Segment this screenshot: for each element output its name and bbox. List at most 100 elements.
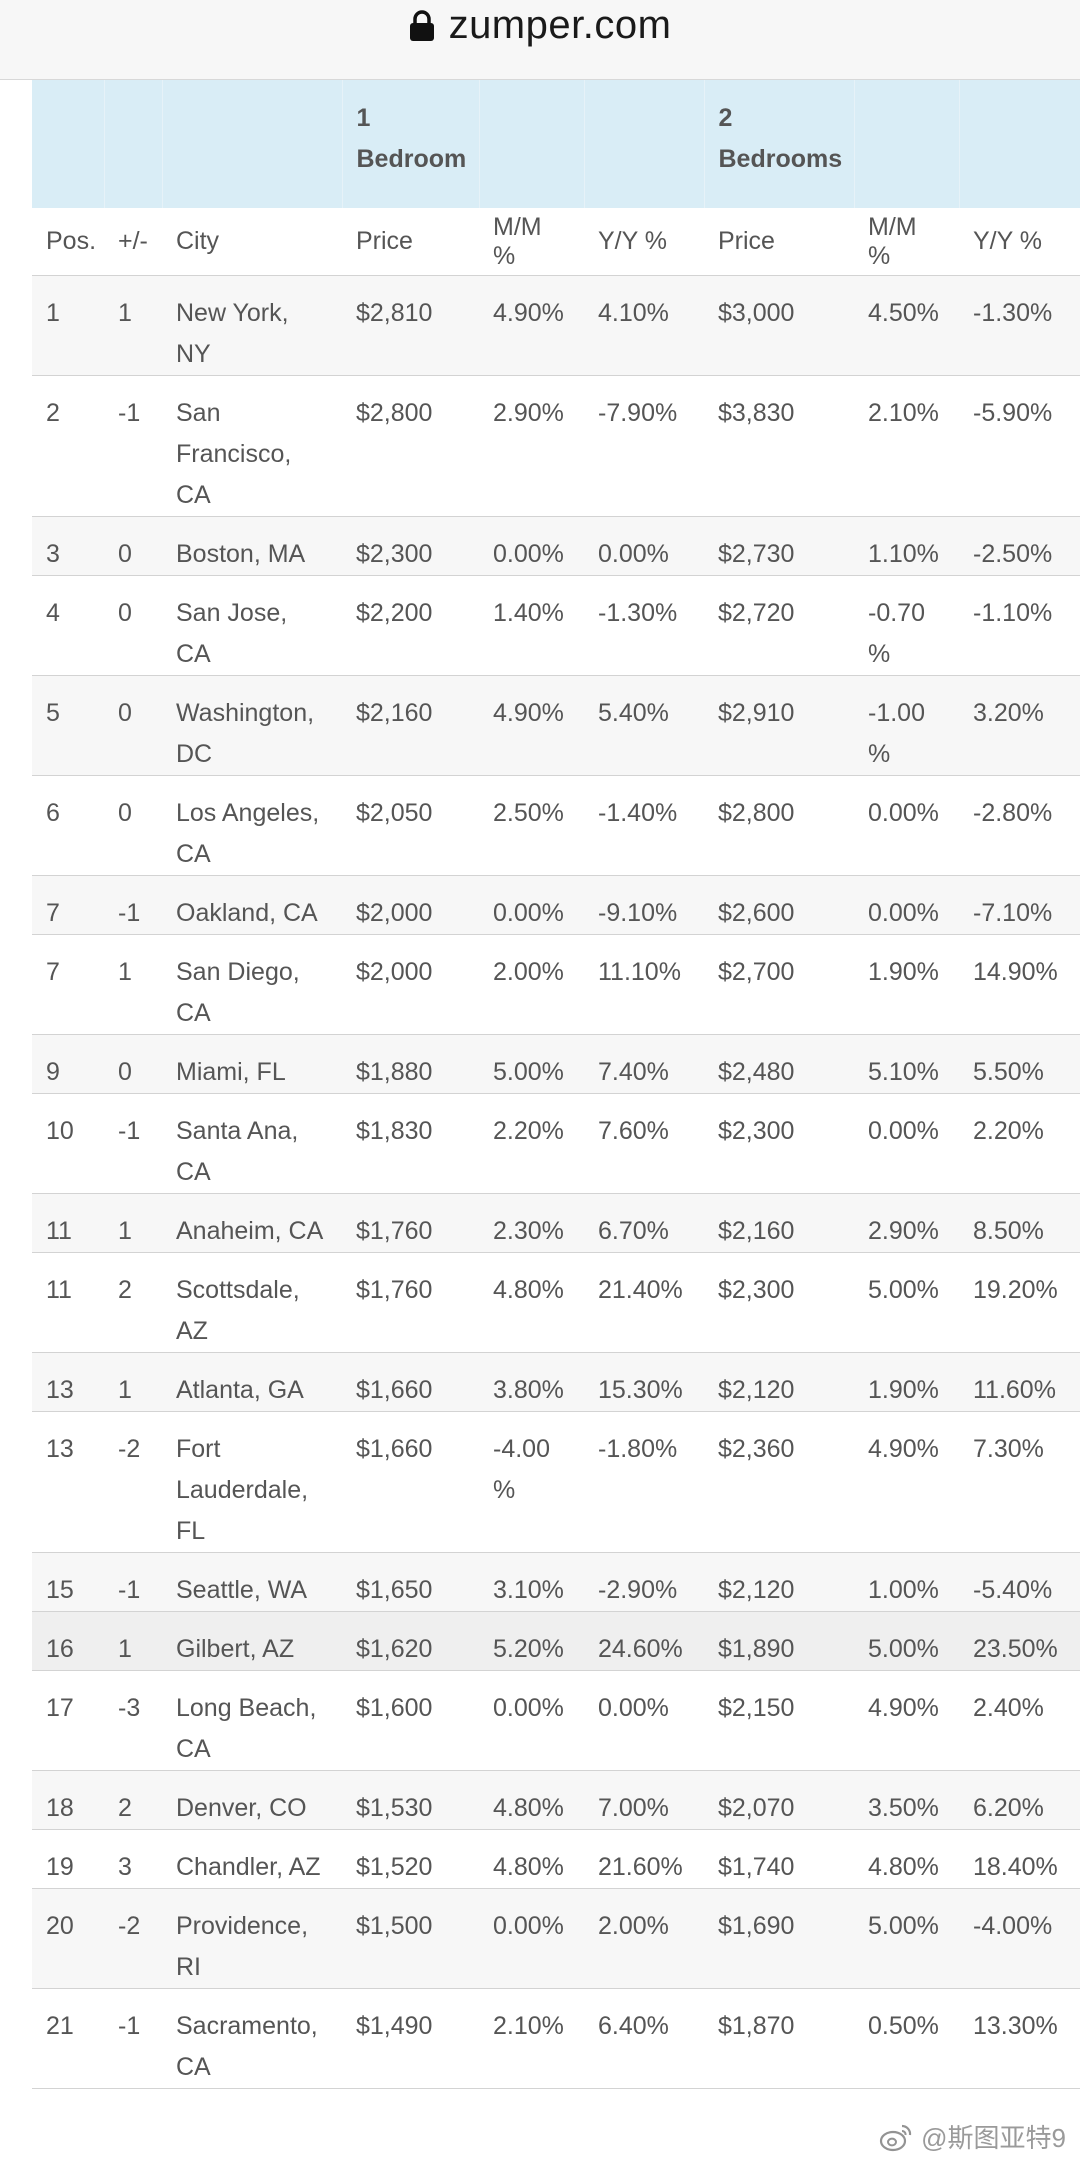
cell-yy-1br: -1.80% <box>584 1411 704 1553</box>
cell-yy-2br: 18.40% <box>959 1829 1080 1889</box>
cell-price-2br: $2,300 <box>704 1093 854 1194</box>
group-header-mm-2br <box>853 80 959 208</box>
cell-mm-2br: 0.00% <box>854 875 959 935</box>
cell-city: Denver, CO <box>162 1770 342 1830</box>
cell-pos: 7 <box>32 875 104 935</box>
cell-yy-2br: 6.20% <box>959 1770 1080 1830</box>
column-header-price-1br: Price <box>342 208 479 276</box>
group-header-row: 1 Bedroom 2 Bedrooms <box>32 80 1080 208</box>
cell-city: Fort Lauderdale, FL <box>162 1411 342 1553</box>
cell-city: Washington, DC <box>162 675 342 776</box>
cell-yy-2br: 7.30% <box>959 1411 1080 1553</box>
table-row: 11 2 Scottsdale, AZ $1,760 4.80% 21.40% $2,300… <box>32 1252 1080 1353</box>
cell-yy-1br: 7.40% <box>584 1034 704 1094</box>
cell-pos: 17 <box>32 1670 104 1771</box>
cell-yy-2br: 5.50% <box>959 1034 1080 1094</box>
cell-yy-1br: 21.40% <box>584 1252 704 1353</box>
watermark: @斯图亚特9 <box>879 2118 1066 2155</box>
cell-pos: 20 <box>32 1888 104 1989</box>
cell-city: Santa Ana, CA <box>162 1093 342 1194</box>
cell-price-1br: $1,530 <box>342 1770 479 1830</box>
cell-yy-1br: 21.60% <box>584 1829 704 1889</box>
cell-city: Gilbert, AZ <box>162 1611 342 1671</box>
cell-pos: 15 <box>32 1552 104 1612</box>
cell-mm-1br: 4.80% <box>479 1770 584 1830</box>
cell-change: -3 <box>104 1670 162 1771</box>
address-bar[interactable]: zumper.com <box>0 0 1080 80</box>
cell-mm-1br: 2.10% <box>479 1988 584 2089</box>
cell-price-1br: $2,000 <box>342 875 479 935</box>
cell-price-1br: $1,600 <box>342 1670 479 1771</box>
cell-price-1br: $1,760 <box>342 1252 479 1353</box>
cell-yy-2br: -7.10% <box>959 875 1080 935</box>
cell-yy-1br: -2.90% <box>584 1552 704 1612</box>
table-row: 19 3 Chandler, AZ $1,520 4.80% 21.60% $1,740 4.… <box>32 1829 1080 1889</box>
cell-city: San Jose, CA <box>162 575 342 676</box>
cell-city: Anaheim, CA <box>162 1193 342 1253</box>
cell-mm-2br: -1.00% <box>854 675 959 776</box>
cell-change: 1 <box>104 1611 162 1671</box>
table-row: 15 -1 Seattle, WA $1,650 3.10% -2.90% $2,120 1.… <box>32 1552 1080 1612</box>
cell-price-1br: $2,000 <box>342 934 479 1035</box>
cell-yy-1br: 24.60% <box>584 1611 704 1671</box>
cell-yy-2br: 19.20% <box>959 1252 1080 1353</box>
cell-mm-1br: 2.30% <box>479 1193 584 1253</box>
cell-price-2br: $1,870 <box>704 1988 854 2089</box>
cell-change: 1 <box>104 1193 162 1253</box>
cell-city: San Diego, CA <box>162 934 342 1035</box>
cell-yy-2br: 2.40% <box>959 1670 1080 1771</box>
cell-price-1br: $2,160 <box>342 675 479 776</box>
cell-yy-1br: -1.40% <box>584 775 704 876</box>
cell-change: 0 <box>104 516 162 576</box>
cell-pos: 11 <box>32 1252 104 1353</box>
cell-price-1br: $2,300 <box>342 516 479 576</box>
table-row: 10 -1 Santa Ana, CA $1,830 2.20% 7.60% $2,300 0… <box>32 1093 1080 1194</box>
cell-change: -1 <box>104 875 162 935</box>
cell-mm-1br: 3.10% <box>479 1552 584 1612</box>
column-header-change: +/- <box>104 208 162 276</box>
cell-mm-2br: 0.00% <box>854 1093 959 1194</box>
cell-change: -2 <box>104 1888 162 1989</box>
column-header-row: Pos. +/- City Price M/M % Y/Y % Price M/M % Y/Y … <box>32 208 1080 276</box>
group-header-change <box>103 80 162 208</box>
cell-city: Los Angeles, CA <box>162 775 342 876</box>
table-body: 1 1 New York, NY $2,810 4.90% 4.10% $3,000 4.50… <box>32 275 1080 2089</box>
cell-price-1br: $1,760 <box>342 1193 479 1253</box>
cell-pos: 11 <box>32 1193 104 1253</box>
cell-pos: 4 <box>32 575 104 676</box>
weibo-icon <box>880 2124 912 2151</box>
cell-price-2br: $2,300 <box>704 1252 854 1353</box>
group-header-yy-1br <box>583 80 704 208</box>
cell-price-1br: $1,500 <box>342 1888 479 1989</box>
cell-mm-2br: 1.90% <box>854 1352 959 1412</box>
cell-change: 0 <box>104 575 162 676</box>
cell-price-2br: $2,730 <box>704 516 854 576</box>
cell-price-1br: $2,800 <box>342 375 479 517</box>
table-row: 17 -3 Long Beach, CA $1,600 0.00% 0.00% $2,150… <box>32 1670 1080 1771</box>
column-header-pos: Pos. <box>32 208 104 276</box>
table-row: 2 -1 San Francisco, CA $2,800 2.90% -7.90% $3,… <box>32 375 1080 517</box>
cell-price-2br: $2,700 <box>704 934 854 1035</box>
cell-yy-1br: 2.00% <box>584 1888 704 1989</box>
cell-yy-1br: 6.40% <box>584 1988 704 2089</box>
cell-city: Miami, FL <box>162 1034 342 1094</box>
cell-price-2br: $2,720 <box>704 575 854 676</box>
table-row: 20 -2 Providence, RI $1,500 0.00% 2.00% $1,690… <box>32 1888 1080 1989</box>
table-row: 13 1 Atlanta, GA $1,660 3.80% 15.30% $2,120 1.9… <box>32 1352 1080 1412</box>
cell-yy-2br: -1.10% <box>959 575 1080 676</box>
rent-ranking-table-container: 1 Bedroom 2 Bedrooms Pos. +/- City Price M/M … <box>32 80 1080 2089</box>
cell-yy-1br: 11.10% <box>584 934 704 1035</box>
cell-price-2br: $3,000 <box>704 275 854 376</box>
watermark-text: @斯图亚特9 <box>921 2123 1066 2153</box>
cell-price-1br: $1,660 <box>342 1411 479 1553</box>
cell-price-2br: $1,690 <box>704 1888 854 1989</box>
cell-change: -1 <box>104 1988 162 2089</box>
cell-price-2br: $2,160 <box>704 1193 854 1253</box>
cell-yy-2br: 23.50% <box>959 1611 1080 1671</box>
cell-city: Chandler, AZ <box>162 1829 342 1889</box>
cell-pos: 10 <box>32 1093 104 1194</box>
cell-mm-1br: 0.00% <box>479 1670 584 1771</box>
cell-pos: 2 <box>32 375 104 517</box>
cell-mm-1br: 2.90% <box>479 375 584 517</box>
cell-mm-2br: 5.00% <box>854 1611 959 1671</box>
